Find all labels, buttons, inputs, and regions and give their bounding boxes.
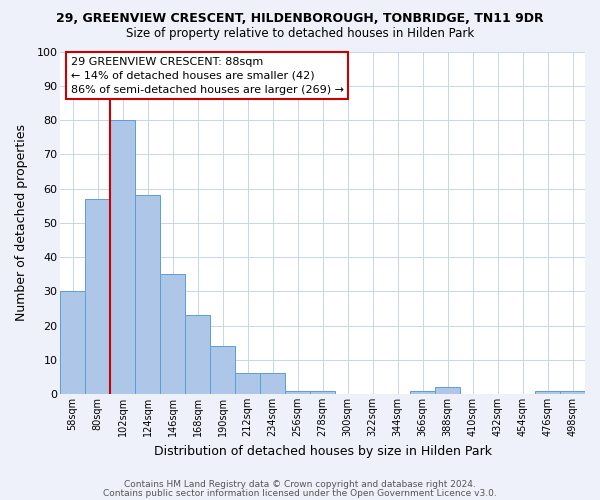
Bar bbox=[260, 374, 285, 394]
Bar bbox=[60, 292, 85, 394]
Text: 29, GREENVIEW CRESCENT, HILDENBOROUGH, TONBRIDGE, TN11 9DR: 29, GREENVIEW CRESCENT, HILDENBOROUGH, T… bbox=[56, 12, 544, 26]
Bar bbox=[110, 120, 135, 394]
Bar bbox=[135, 196, 160, 394]
Text: 29 GREENVIEW CRESCENT: 88sqm
← 14% of detached houses are smaller (42)
86% of se: 29 GREENVIEW CRESCENT: 88sqm ← 14% of de… bbox=[71, 56, 344, 94]
Bar bbox=[310, 390, 335, 394]
Bar bbox=[560, 390, 585, 394]
Bar bbox=[160, 274, 185, 394]
Bar bbox=[285, 390, 310, 394]
Bar bbox=[435, 387, 460, 394]
Bar bbox=[535, 390, 560, 394]
Y-axis label: Number of detached properties: Number of detached properties bbox=[15, 124, 28, 322]
Bar bbox=[235, 374, 260, 394]
Text: Contains HM Land Registry data © Crown copyright and database right 2024.: Contains HM Land Registry data © Crown c… bbox=[124, 480, 476, 489]
Bar bbox=[410, 390, 435, 394]
Bar bbox=[85, 199, 110, 394]
Text: Contains public sector information licensed under the Open Government Licence v3: Contains public sector information licen… bbox=[103, 489, 497, 498]
Bar bbox=[185, 315, 210, 394]
Text: Size of property relative to detached houses in Hilden Park: Size of property relative to detached ho… bbox=[126, 28, 474, 40]
Bar bbox=[210, 346, 235, 394]
X-axis label: Distribution of detached houses by size in Hilden Park: Distribution of detached houses by size … bbox=[154, 444, 491, 458]
